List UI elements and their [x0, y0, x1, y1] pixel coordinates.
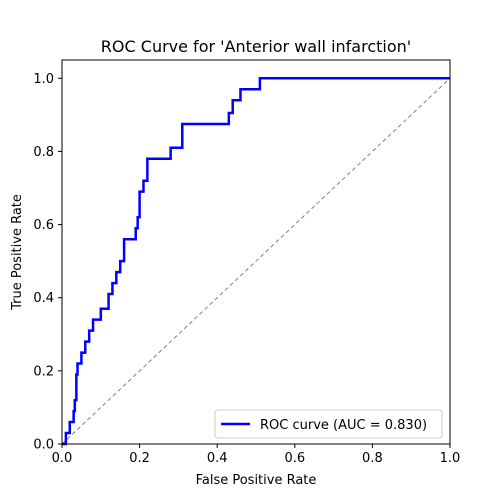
- legend-label-roc-curve: ROC curve (AUC = 0.830): [260, 418, 427, 433]
- y-tick-label: 0.0: [33, 438, 54, 453]
- chance-diagonal-line: [61, 77, 451, 445]
- x-tick-label: 0.6: [284, 451, 305, 466]
- y-tick-label: 0.6: [33, 218, 54, 233]
- chart-title: ROC Curve for 'Anterior wall infarction': [101, 37, 411, 56]
- x-axis-label: False Positive Rate: [196, 473, 317, 488]
- legend-box: [214, 409, 443, 439]
- y-axis-label: True Positive Rate: [10, 194, 25, 311]
- y-tick-label: 0.4: [33, 291, 54, 306]
- plot-frame: [61, 59, 451, 445]
- y-tick-label: 1.0: [33, 72, 54, 87]
- plot-area: [62, 60, 450, 444]
- legend: ROC curve (AUC = 0.830): [214, 409, 443, 439]
- roc-curve-line: [62, 77, 450, 446]
- series-layer: [61, 77, 451, 446]
- x-tick-label: 0.8: [362, 451, 383, 466]
- x-tick-label: 0.4: [207, 451, 228, 466]
- y-tick-label: 0.2: [33, 364, 54, 379]
- y-tick-label: 0.8: [33, 145, 54, 160]
- plot-background: [62, 60, 450, 444]
- x-tick-label: 0.0: [52, 451, 73, 466]
- x-tick-label: 0.2: [129, 451, 150, 466]
- y-axis-ticks: 0.0 0.2 0.4 0.6 0.8 1.0: [33, 72, 62, 453]
- x-tick-label: 1.0: [440, 451, 461, 466]
- x-axis-ticks: 0.0 0.2 0.4 0.6 0.8 1.0: [52, 444, 461, 466]
